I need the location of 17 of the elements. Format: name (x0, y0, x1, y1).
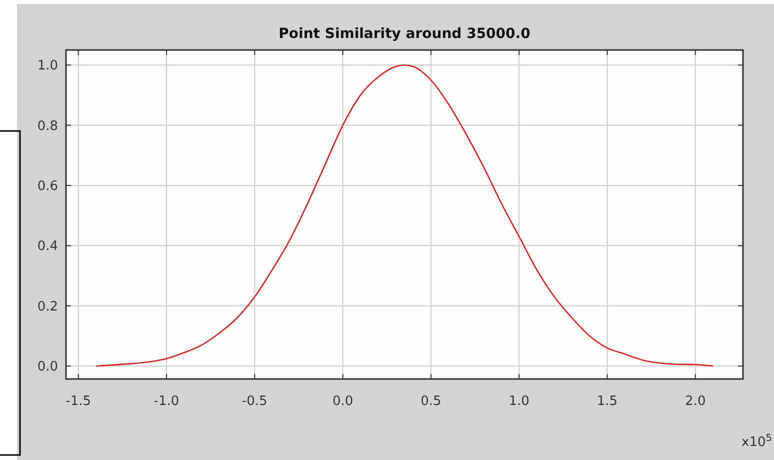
y-tick-label: 0.8 (37, 118, 58, 134)
x-tick-label: -1.0 (154, 394, 180, 409)
x-tick-label: 0.5 (420, 394, 442, 409)
y-tick-label: 0.6 (37, 178, 58, 194)
line-series (95, 64, 714, 367)
x-tick-label: -0.5 (242, 394, 268, 409)
x-tick-label: 0.0 (332, 394, 354, 409)
chart-title: Point Similarity around 35000.0 (278, 26, 531, 42)
x-tick-label: -1.5 (66, 394, 92, 409)
y-tick-label: 1.0 (37, 58, 58, 74)
x-tick-label: 1.5 (596, 394, 618, 409)
y-tick-label: 0.0 (37, 360, 58, 375)
y-tick-label: 0.4 (37, 239, 58, 254)
x-axis-title: x10$^{5}$ (742, 432, 772, 450)
x-tick-label: 1.0 (508, 394, 530, 409)
x-tick-label: 2.0 (685, 394, 706, 409)
y-tick-label: 0.2 (37, 299, 58, 314)
